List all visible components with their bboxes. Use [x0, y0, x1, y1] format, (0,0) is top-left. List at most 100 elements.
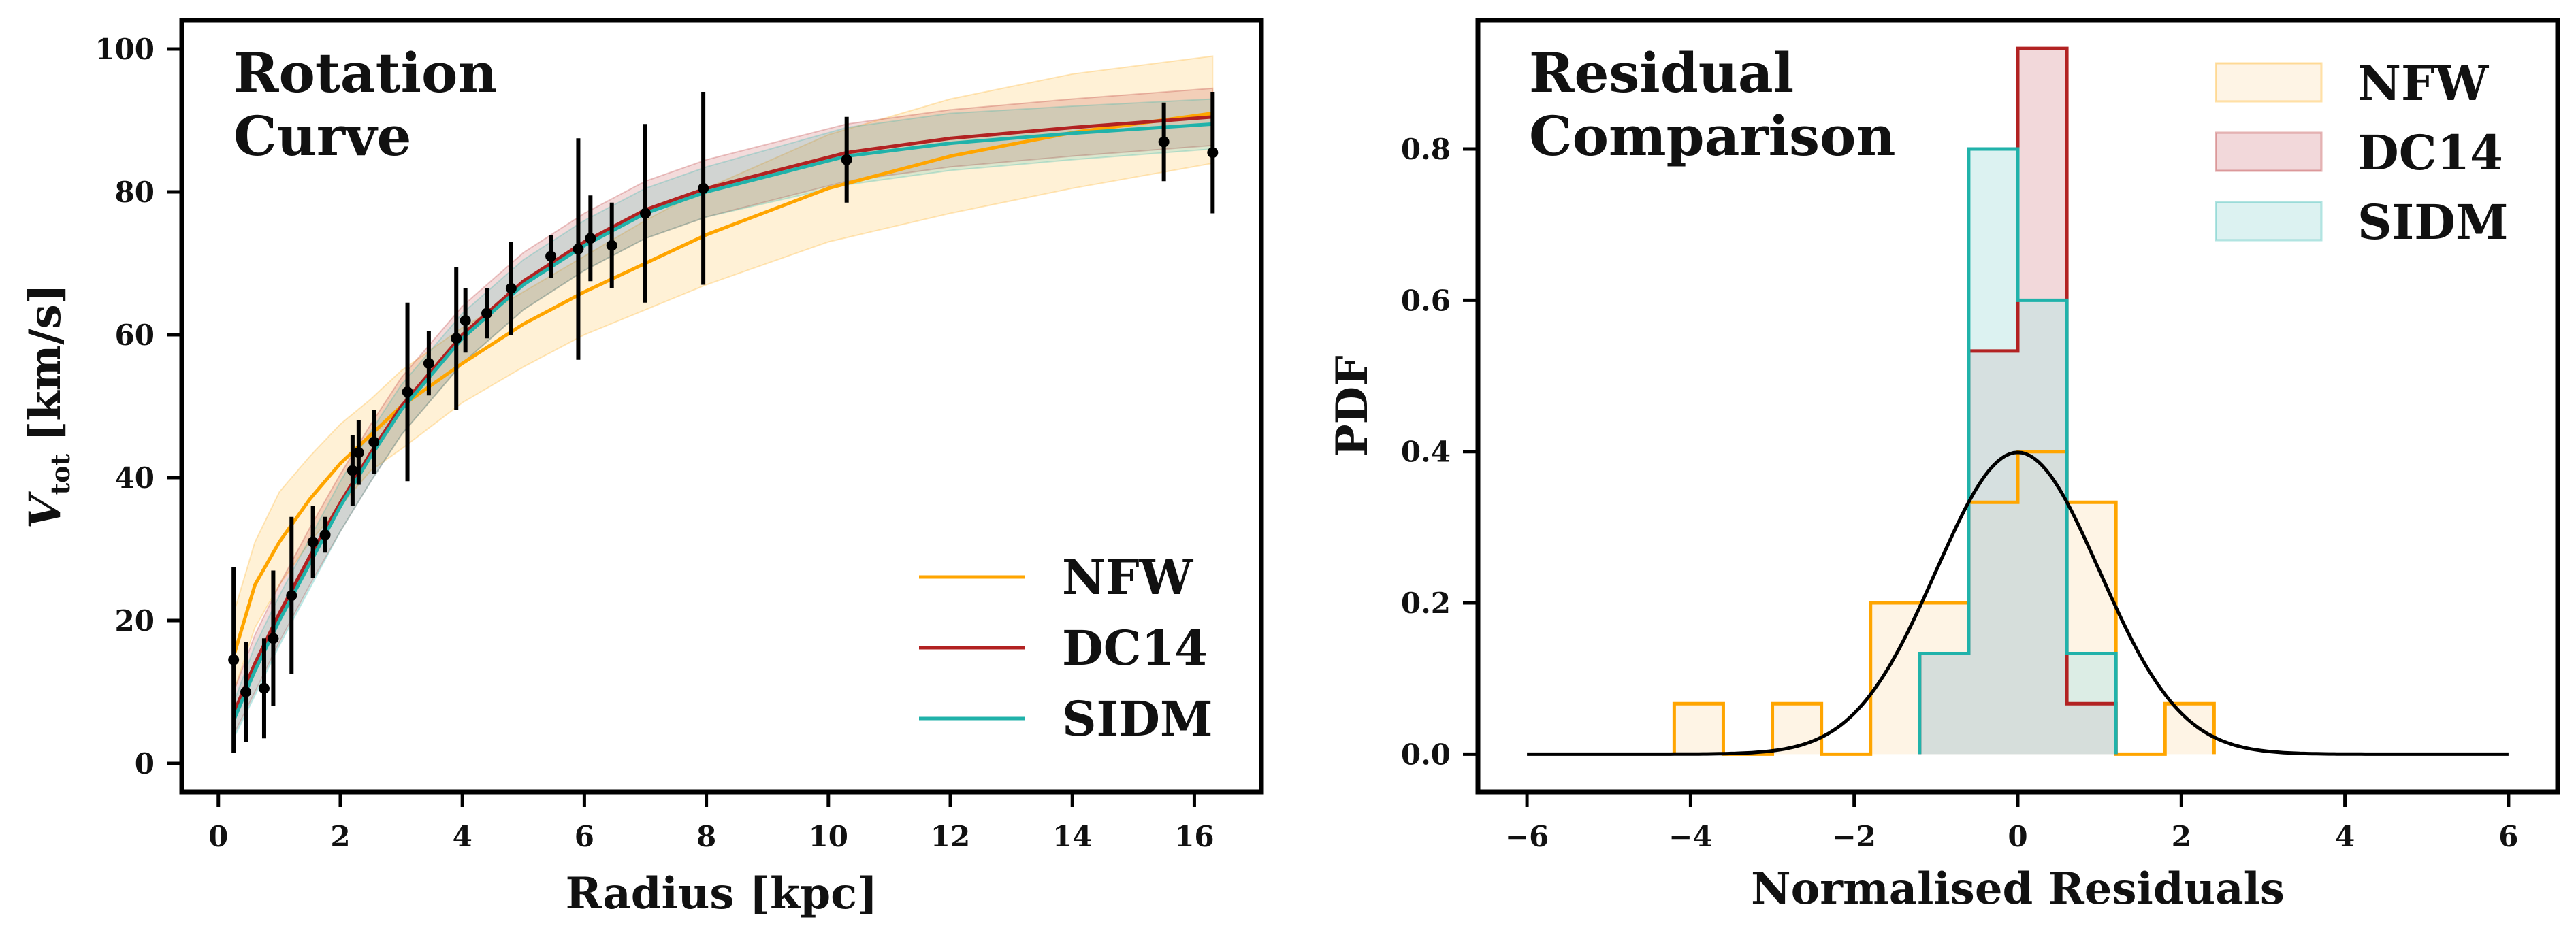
y-tick-label: 0: [135, 747, 155, 780]
x-axis-label: Normalised Residuals: [1751, 863, 2285, 914]
observed-point: [573, 138, 584, 360]
plot-frame: [1475, 18, 2560, 795]
observed-point: [319, 516, 331, 553]
data-point: [481, 308, 493, 319]
data-point: [585, 233, 596, 244]
x-tick-label: 16: [1174, 820, 1214, 853]
x-tick-label: 0: [2008, 820, 2027, 853]
panel-title-line-1: Rotation: [234, 41, 498, 105]
axes: 0 2 4 6 8 10 12 14 16 0 20 40 60 80 100: [95, 33, 1214, 853]
data-point: [545, 250, 557, 262]
observed-point: [606, 202, 617, 288]
data-point: [1207, 147, 1219, 159]
legend-label: DC14: [1062, 620, 1208, 676]
legend-item-nfw: NFW: [919, 549, 1194, 606]
observed-point: [402, 302, 413, 482]
observed-point: [639, 124, 651, 303]
legend-swatch: [2215, 131, 2323, 172]
svg-text:Vtot[km/s]: Vtot [km/s]: [20, 284, 76, 529]
y-tick-label: 0.2: [1401, 587, 1451, 620]
legend-item-dc14: DC14: [919, 620, 1208, 676]
observed-point: [505, 242, 517, 335]
x-tick-label: 12: [931, 820, 970, 853]
legend-item-dc14: DC14: [2215, 125, 2503, 181]
data-point: [353, 447, 364, 459]
data-point: [451, 333, 462, 344]
observed-point: [258, 638, 270, 739]
legend-item-sidm: SIDM: [919, 691, 1212, 747]
panel-title-line-1: Residual: [1529, 41, 1794, 105]
x-tick-label: 14: [1052, 820, 1092, 853]
y-tick-label: 0.6: [1401, 284, 1451, 317]
panel-title-line-2: Comparison: [1529, 104, 1896, 168]
legend-label: NFW: [2357, 55, 2490, 112]
legend: NFW DC14 SIDM: [2215, 55, 2508, 250]
observed-point: [460, 288, 471, 353]
x-tick-label: 8: [696, 820, 716, 853]
observed-point: [545, 235, 557, 278]
observed-point: [698, 92, 709, 285]
data-point: [505, 282, 517, 294]
panel-title-line-2: Curve: [234, 104, 411, 168]
data-point: [319, 529, 331, 540]
observed-point: [585, 195, 596, 282]
data-point: [423, 358, 434, 369]
x-tick-label: 2: [2172, 820, 2191, 853]
data-point: [268, 633, 279, 644]
observed-point: [347, 435, 358, 506]
y-tick-label: 100: [95, 33, 155, 66]
data-point: [573, 244, 584, 254]
observed-point: [1158, 102, 1170, 182]
hist-outline-sidm: [1918, 147, 2118, 755]
data-point: [402, 386, 413, 397]
observed-point: [268, 570, 279, 706]
y-tick-label: 0.8: [1401, 133, 1451, 166]
plot-frame: [179, 18, 1264, 795]
x-tick-label: 2: [330, 820, 350, 853]
y-tick-label: 0.4: [1401, 435, 1451, 469]
y-tick-label: 80: [115, 176, 155, 209]
x-tick-label: 6: [2498, 820, 2518, 853]
legend-swatch: [2215, 201, 2323, 242]
x-tick-label: 6: [575, 820, 594, 853]
observed-point: [481, 288, 493, 339]
x-tick-label: 10: [809, 820, 848, 853]
data-point: [286, 590, 297, 601]
rotation-curve-panel: 0 2 4 6 8 10 12 14 16 0 20 40 60 80 100 Rotation Curve…: [20, 18, 1264, 919]
x-axis-label: Radius [kpc]: [566, 868, 878, 919]
x-tick-label: 4: [2335, 820, 2355, 853]
legend-label: DC14: [2357, 125, 2503, 181]
legend-item-sidm: SIDM: [2215, 194, 2508, 250]
line-nfw: [231, 112, 1213, 657]
residual-comparison-panel: −6 −4 −2 0 2 4 6 0.0 0.2 0.4 0.6 0.8 Residual Compa…: [1327, 18, 2560, 914]
data-point: [347, 465, 358, 476]
y-tick-label: 60: [115, 318, 155, 352]
observed-point: [353, 420, 364, 485]
y-axis-label-unit: [km/s]: [20, 284, 71, 442]
observed-points: [228, 92, 1219, 753]
legend: NFW DC14 SIDM: [919, 549, 1212, 747]
x-tick-label: −2: [1832, 820, 1875, 853]
data-point: [639, 208, 651, 219]
data-point: [258, 682, 270, 694]
observed-point: [841, 116, 852, 203]
y-tick-label: 0.0: [1401, 738, 1451, 771]
x-tick-label: 0: [208, 820, 228, 853]
data-point: [698, 182, 709, 194]
data-point: [228, 654, 240, 665]
y-tick-label: 40: [115, 461, 155, 495]
legend-label: SIDM: [1062, 691, 1212, 747]
legend-label: NFW: [1062, 549, 1194, 606]
observed-point: [423, 331, 434, 396]
data-point: [606, 240, 617, 251]
data-point: [841, 154, 852, 165]
data-point: [1158, 136, 1170, 148]
x-tick-label: 4: [453, 820, 472, 853]
data-point: [368, 436, 380, 448]
observed-point: [307, 506, 319, 578]
observed-point: [240, 642, 252, 742]
observed-point: [451, 267, 462, 410]
y-axis-label-main: V: [20, 491, 71, 529]
observed-point: [228, 567, 240, 753]
